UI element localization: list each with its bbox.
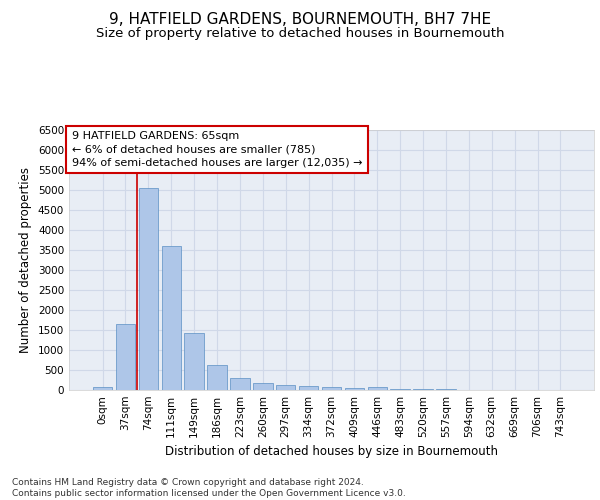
- Bar: [299, 386, 319, 390]
- Text: 9, HATFIELD GARDENS, BOURNEMOUTH, BH7 7HE: 9, HATFIELD GARDENS, BOURNEMOUTH, BH7 7H…: [109, 12, 491, 28]
- Bar: [322, 388, 341, 390]
- Bar: [230, 378, 250, 390]
- Text: Size of property relative to detached houses in Bournemouth: Size of property relative to detached ho…: [96, 28, 504, 40]
- Bar: [391, 389, 410, 390]
- Bar: [139, 188, 158, 390]
- Bar: [368, 388, 387, 390]
- Bar: [253, 384, 272, 390]
- Bar: [93, 387, 112, 390]
- Y-axis label: Number of detached properties: Number of detached properties: [19, 167, 32, 353]
- Bar: [161, 246, 181, 390]
- X-axis label: Distribution of detached houses by size in Bournemouth: Distribution of detached houses by size …: [165, 446, 498, 458]
- Bar: [344, 388, 364, 390]
- Bar: [208, 365, 227, 390]
- Text: 9 HATFIELD GARDENS: 65sqm
← 6% of detached houses are smaller (785)
94% of semi-: 9 HATFIELD GARDENS: 65sqm ← 6% of detach…: [71, 132, 362, 168]
- Bar: [184, 333, 204, 390]
- Bar: [276, 385, 295, 390]
- Bar: [413, 389, 433, 390]
- Bar: [116, 324, 135, 390]
- Text: Contains HM Land Registry data © Crown copyright and database right 2024.
Contai: Contains HM Land Registry data © Crown c…: [12, 478, 406, 498]
